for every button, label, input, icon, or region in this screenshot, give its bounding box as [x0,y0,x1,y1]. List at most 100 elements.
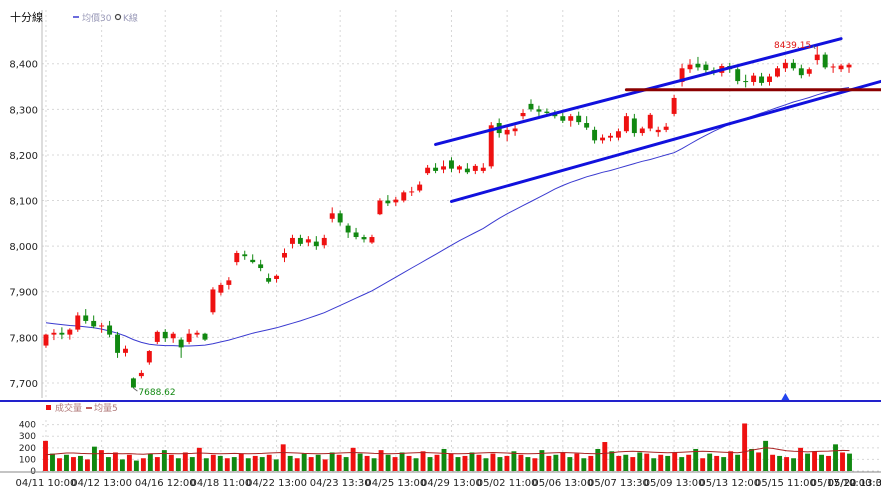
volume-bar [700,458,706,471]
lower-channel-trendline [449,79,881,203]
candle-body [775,68,780,77]
volume-bar [623,454,629,471]
candle [186,329,192,345]
candle-body [472,165,478,171]
candle [218,282,224,296]
volume-bar [210,454,216,471]
candle [194,330,200,338]
candle [138,370,144,379]
volume-bar [71,457,76,471]
candle-body [393,199,399,203]
candle [250,254,256,264]
volume-bar [371,458,377,471]
candle [258,259,264,272]
candle-body [170,333,176,339]
candle [377,198,383,216]
candle-body [385,200,391,204]
candle-body [369,237,375,243]
volume-bar [112,452,118,471]
candle [409,186,415,196]
x-tick-label: 04/25 13:00 [365,478,426,489]
candle [639,126,645,136]
y-tick-label: 8,400 [9,60,38,71]
candle-body [576,115,582,123]
volume-bar [413,458,419,471]
volume-bar [763,440,769,471]
volume-bar [847,453,852,471]
volume-bar [287,455,293,471]
marker-triangle-icon [781,393,790,400]
volume-bar [714,455,720,471]
volume-bar [525,457,531,471]
candle-body [814,54,820,61]
candle [425,164,431,176]
candle [600,134,606,144]
candle [329,207,335,223]
candle [401,190,407,203]
volume-bar [161,450,167,471]
candle [51,329,57,341]
legend-kline-label: K線 [123,12,138,24]
candle-body [671,97,677,114]
candle [655,126,661,137]
candle [790,59,796,71]
candle [67,328,73,340]
volume-bar [658,454,664,471]
candle-body [790,62,796,69]
candle [631,113,637,137]
volume-bar [406,455,412,471]
candle [520,109,526,120]
volume-bar [707,453,713,471]
volume-bar [553,454,559,471]
volume-bar [805,453,811,471]
volume-bar [294,458,300,471]
candle-body [43,334,49,346]
candle [297,234,303,247]
candle [464,163,470,175]
candle [345,223,351,238]
candle [767,73,772,86]
candle-body [735,69,741,82]
candle [536,105,542,117]
volume-bar [511,451,517,471]
candle-body [67,329,73,335]
candle-body [751,75,757,82]
candle-body [297,237,303,244]
volume-bar [504,455,510,471]
candle [703,61,709,73]
volume-bar [483,458,489,471]
volume-bar [651,458,657,471]
candle-body [313,241,319,247]
ma30-line [45,87,850,347]
volume-bar [476,454,482,471]
volume-bar [245,458,251,471]
candle-body [154,331,160,342]
candle-body [568,116,574,121]
candle-body [687,64,693,70]
candle-body [321,237,327,246]
candle-body [822,54,828,68]
candle-body [194,332,200,335]
volume-bar [693,448,699,471]
y-tick-label: 8,200 [9,151,38,162]
y-tick-label: 8,300 [9,105,38,116]
volume-bar [665,455,671,471]
candle-body [512,128,518,132]
volume-y-tick-label: 400 [19,421,36,431]
candle [433,163,439,174]
candle-body [846,64,852,68]
volume-bar [742,423,748,471]
candle-body [623,116,629,132]
legend-ring-icon [114,13,122,21]
candle-body [743,81,749,83]
volume-bar [427,457,433,471]
volume-bar [140,458,146,471]
candle-body [433,167,439,171]
candle [504,126,510,142]
volume-bar [644,453,650,471]
candle [43,333,49,348]
candle-body [425,167,431,174]
volume-bar [336,454,342,471]
